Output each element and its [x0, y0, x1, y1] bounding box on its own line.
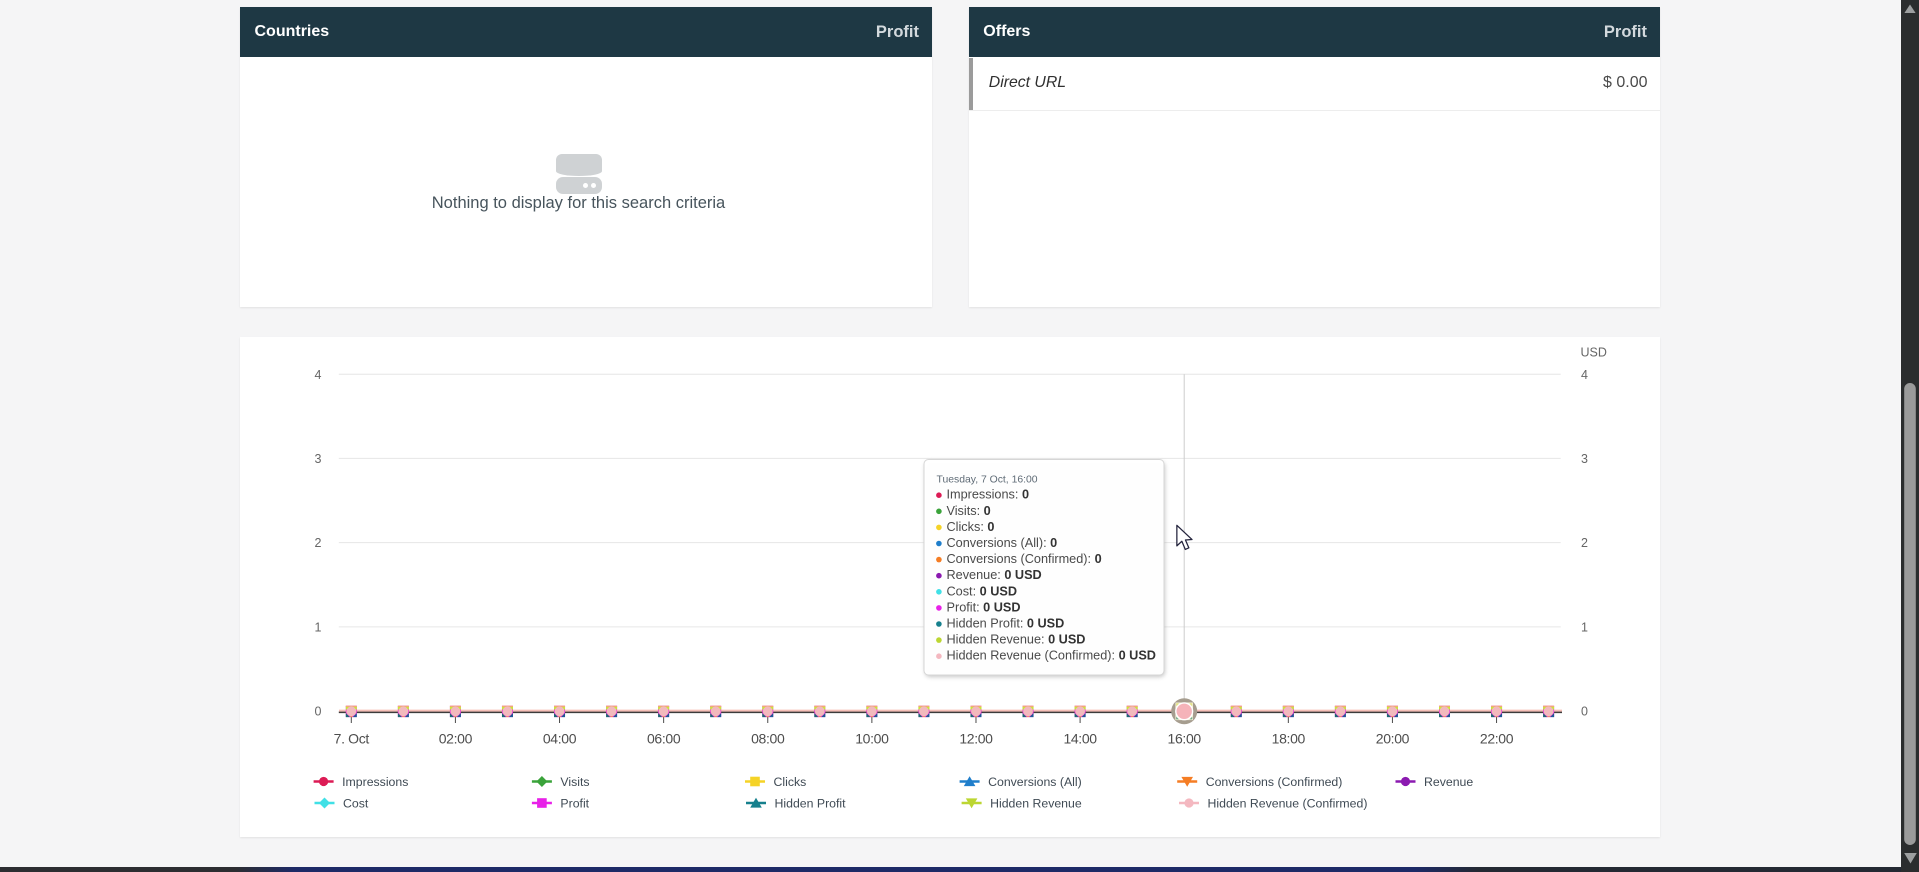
svg-text:4: 4	[314, 368, 321, 382]
svg-text:Hidden Revenue (Confirmed): Hidden Revenue (Confirmed)	[1208, 797, 1368, 811]
svg-text:04:00: 04:00	[543, 730, 577, 746]
svg-text:Hidden Revenue: Hidden Revenue	[990, 797, 1082, 811]
svg-text:Hidden Profit: Hidden Profit	[775, 797, 847, 811]
svg-text:1: 1	[1581, 621, 1588, 635]
svg-text:4: 4	[1581, 368, 1588, 382]
svg-text:3: 3	[314, 452, 321, 466]
svg-text:Visits: Visits	[560, 775, 589, 789]
svg-text:USD: USD	[1581, 346, 1607, 360]
svg-text:7. Oct: 7. Oct	[334, 730, 370, 746]
svg-text:Profit: Profit	[560, 797, 589, 811]
svg-text:Revenue: Revenue	[1424, 775, 1473, 789]
svg-text:Conversions (Confirmed): 0: Conversions (Confirmed): 0	[947, 552, 1102, 566]
svg-text:2: 2	[314, 536, 321, 550]
svg-text:Hidden Revenue: 0 USD: Hidden Revenue: 0 USD	[947, 633, 1086, 647]
svg-text:Conversions (Confirmed): Conversions (Confirmed)	[1206, 775, 1343, 789]
svg-text:Profit: 0 USD: Profit: 0 USD	[947, 600, 1021, 614]
svg-text:Clicks: 0: Clicks: 0	[947, 520, 995, 534]
svg-text:Cost: 0 USD: Cost: 0 USD	[947, 584, 1018, 598]
svg-text:18:00: 18:00	[1272, 730, 1306, 746]
svg-text:02:00: 02:00	[439, 730, 473, 746]
svg-text:Hidden Revenue (Confirmed): 0: Hidden Revenue (Confirmed): 0 USD	[947, 649, 1156, 663]
svg-text:10:00: 10:00	[855, 730, 889, 746]
svg-text:3: 3	[1581, 452, 1588, 466]
svg-text:Tuesday, 7 Oct, 16:00: Tuesday, 7 Oct, 16:00	[937, 475, 1038, 486]
svg-text:Hidden Profit: 0 USD: Hidden Profit: 0 USD	[947, 617, 1065, 631]
svg-text:Visits: 0: Visits: 0	[947, 504, 991, 518]
svg-text:Conversions (All): 0: Conversions (All): 0	[947, 536, 1058, 550]
svg-text:20:00: 20:00	[1376, 730, 1410, 746]
svg-text:16:00: 16:00	[1168, 730, 1202, 746]
svg-text:Conversions (All): Conversions (All)	[988, 775, 1082, 789]
svg-text:14:00: 14:00	[1063, 730, 1097, 746]
svg-text:Cost: Cost	[343, 797, 369, 811]
svg-text:22:00: 22:00	[1480, 730, 1514, 746]
svg-text:Revenue: 0 USD: Revenue: 0 USD	[947, 568, 1042, 582]
svg-text:0: 0	[314, 705, 321, 719]
svg-text:2: 2	[1581, 536, 1588, 550]
svg-text:06:00: 06:00	[647, 730, 681, 746]
svg-text:0: 0	[1581, 705, 1588, 719]
svg-text:Clicks: Clicks	[774, 775, 807, 789]
svg-text:12:00: 12:00	[959, 730, 993, 746]
svg-text:1: 1	[314, 621, 321, 635]
svg-text:08:00: 08:00	[751, 730, 785, 746]
svg-text:Impressions: Impressions	[342, 775, 408, 789]
svg-text:Impressions: 0: Impressions: 0	[947, 488, 1030, 502]
